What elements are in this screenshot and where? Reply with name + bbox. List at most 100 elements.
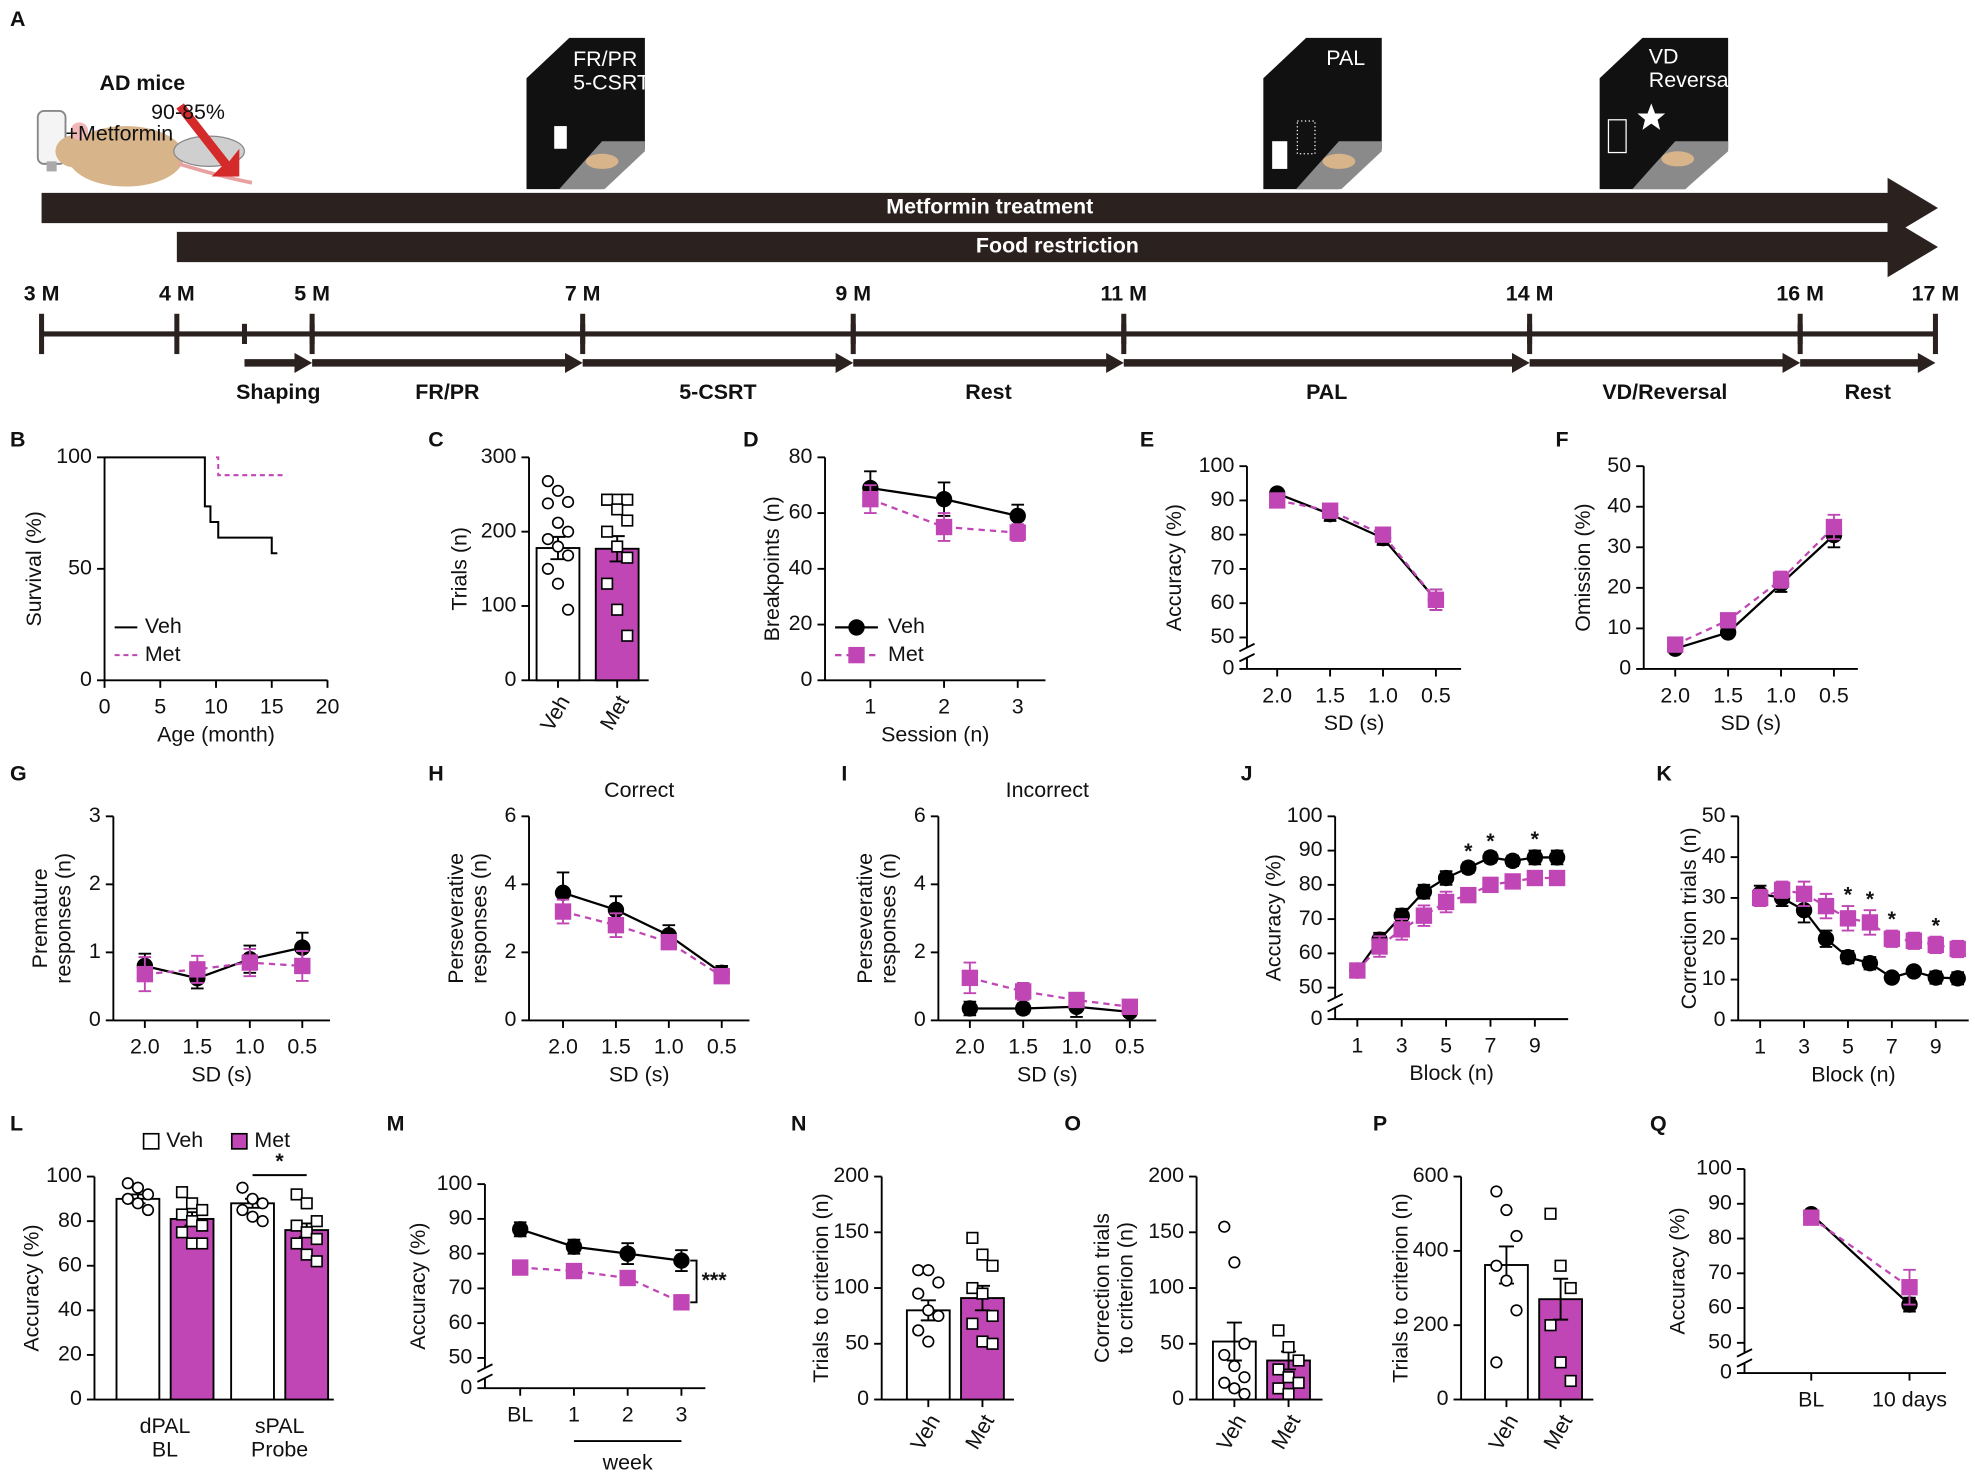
y-tick-label: 0	[89, 1007, 101, 1031]
series-line	[1356, 876, 1558, 972]
series-line	[1276, 499, 1437, 601]
marker	[1482, 876, 1499, 894]
y-tick-label: 50	[845, 1330, 869, 1354]
marker	[1292, 1376, 1305, 1389]
marker	[1269, 492, 1286, 509]
significance: *	[1464, 839, 1473, 863]
y-tick-label: 0	[80, 667, 92, 691]
marker	[1321, 502, 1339, 519]
marker	[1218, 1376, 1231, 1389]
marker	[922, 1264, 935, 1277]
y-tick-label: 20	[1607, 575, 1631, 599]
marker	[619, 1245, 636, 1262]
series-line	[1759, 888, 1958, 951]
marker	[141, 1188, 155, 1201]
y-tick-label: 3	[89, 803, 101, 827]
y-tick-label: 70	[1299, 906, 1323, 930]
y-tick-label: 10	[1702, 966, 1726, 990]
x-tick-label: 15	[260, 695, 284, 719]
marker	[131, 1197, 145, 1210]
series-line	[1810, 1213, 1911, 1306]
marker	[185, 1197, 199, 1210]
y-tick-label: 200	[1148, 1163, 1184, 1187]
marker	[1500, 1203, 1513, 1217]
panel-title: Correct	[604, 778, 674, 802]
marker	[976, 1287, 989, 1300]
y-tick-label: 90	[449, 1206, 473, 1230]
marker	[935, 490, 953, 508]
marker	[621, 551, 634, 564]
y-tick-label: 50	[1211, 624, 1235, 648]
x-tick-label: 2.0	[955, 1035, 985, 1059]
marker	[932, 1276, 945, 1289]
x-tick-label: 3	[1012, 695, 1024, 719]
y-tick-label: 100	[46, 1163, 82, 1187]
marker	[121, 1177, 134, 1190]
task-label: PAL	[1326, 46, 1365, 70]
x-tick-label: Veh	[1484, 1410, 1523, 1454]
marker	[966, 1231, 979, 1244]
series-line	[562, 910, 723, 978]
marker	[185, 1237, 199, 1250]
month-label: 17 M	[1912, 282, 1960, 306]
x-axis-label: week	[602, 1450, 653, 1474]
y-tick-label: 90	[1211, 487, 1235, 511]
y-tick-label: 0	[1222, 656, 1234, 680]
month-label: 3 M	[24, 282, 60, 306]
marker	[976, 1248, 989, 1261]
phase-arrow	[244, 352, 313, 373]
subject-label: AD mice	[99, 71, 185, 95]
marker	[1282, 1387, 1295, 1401]
panel-letter: I	[841, 761, 847, 785]
marker	[1282, 1371, 1295, 1384]
marker	[1282, 1341, 1295, 1354]
y-tick-label: 100	[1148, 1275, 1184, 1299]
significance: *	[1866, 887, 1875, 911]
y-axis-label: Accuracy (%)	[1666, 1207, 1690, 1334]
marker	[1500, 1274, 1513, 1287]
phase-label: PAL	[1306, 380, 1347, 404]
marker	[196, 1203, 209, 1217]
y-tick-label: 60	[1211, 590, 1235, 614]
x-axis-label: Age (month)	[157, 722, 275, 746]
panel-letter: Q	[1650, 1112, 1667, 1136]
y-axis-label: Omission (%)	[1571, 503, 1595, 631]
x-tick-label: 0.5	[1421, 683, 1451, 707]
marker	[256, 1197, 269, 1210]
x-tick-label: 9	[1529, 1033, 1541, 1057]
panel-letter: K	[1656, 761, 1672, 785]
significance: *	[275, 1149, 284, 1173]
marker	[551, 484, 565, 497]
marker	[141, 1203, 155, 1217]
y-axis-label: Trials to criterion (n)	[809, 1193, 833, 1383]
marker	[175, 1186, 189, 1199]
x-tick-label: 3	[1798, 1035, 1810, 1059]
marker	[912, 1287, 925, 1300]
marker	[1121, 998, 1139, 1015]
x-tick-label: 1.5	[601, 1035, 631, 1059]
x-tick-label: 9	[1930, 1035, 1942, 1059]
y-tick-label: 0	[505, 667, 517, 691]
marker	[966, 1281, 979, 1295]
x-tick-label: 0.5	[287, 1035, 317, 1059]
x-tick-label: BL	[1798, 1387, 1824, 1411]
marker	[541, 475, 555, 488]
y-tick-label: 40	[1702, 844, 1726, 868]
marker	[1927, 936, 1944, 954]
y-tick-label: 80	[1299, 872, 1323, 896]
panel-letter: E	[1140, 428, 1154, 452]
marker	[932, 1309, 945, 1323]
marker	[1883, 969, 1901, 986]
marker	[565, 1262, 583, 1280]
x-tick-label: Veh	[1212, 1410, 1251, 1454]
y-tick-label: 40	[789, 555, 813, 579]
x-tick-label: 1	[568, 1403, 580, 1427]
y-tick-label: 6	[914, 803, 926, 827]
marker	[1795, 885, 1813, 903]
task-box	[1263, 37, 1382, 190]
y-tick-label: 200	[1413, 1312, 1449, 1336]
x-tick-label: Met	[1539, 1410, 1578, 1453]
series-line	[144, 946, 303, 980]
marker	[290, 1237, 303, 1250]
marker	[1349, 962, 1366, 979]
